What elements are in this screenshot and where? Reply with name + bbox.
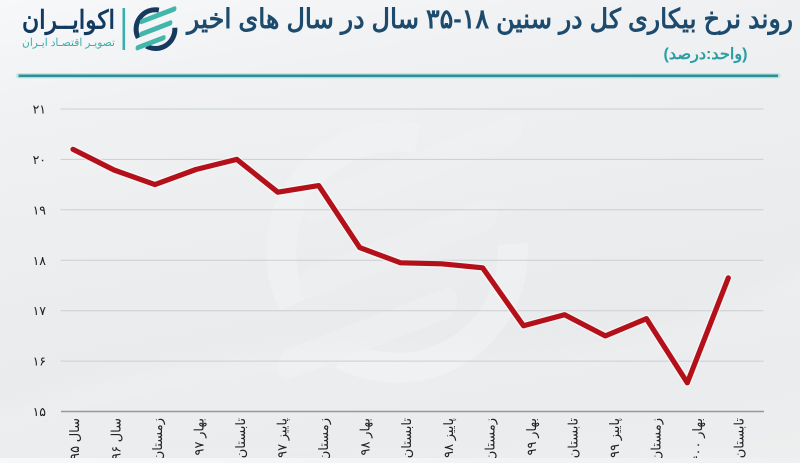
svg-text:روند نرخ بیکاری کل در سنین ۱۸-: روند نرخ بیکاری کل در سنین ۱۸-۳۵ سال در … bbox=[185, 4, 793, 36]
svg-text:پاییز ۹۷: پاییز ۹۷ bbox=[275, 418, 291, 458]
svg-text:سال ۹۶: سال ۹۶ bbox=[109, 418, 124, 458]
svg-text:بهار ۹۹: بهار ۹۹ bbox=[524, 418, 540, 455]
svg-text:بهار ۹۸: بهار ۹۸ bbox=[358, 418, 374, 455]
svg-text:سال ۹۵: سال ۹۵ bbox=[67, 418, 82, 458]
svg-text:۱۸: ۱۸ bbox=[33, 254, 47, 268]
svg-text:تابستان: تابستان bbox=[233, 418, 248, 458]
svg-text:۱۷: ۱۷ bbox=[33, 304, 47, 318]
svg-text:۲۱: ۲۱ bbox=[33, 103, 46, 117]
svg-text:زمستان: زمستان bbox=[648, 418, 664, 458]
svg-text:اکوایــران: اکوایــران bbox=[22, 7, 115, 36]
svg-text:زمستان: زمستان bbox=[482, 418, 498, 458]
svg-text:زمستان: زمستان bbox=[150, 418, 166, 458]
svg-text:(واحد:درصد): (واحد:درصد) bbox=[664, 46, 748, 64]
svg-text:تصویـر اقتصـاد ایـران: تصویـر اقتصـاد ایـران bbox=[22, 37, 115, 49]
svg-text:۲۰: ۲۰ bbox=[33, 153, 46, 167]
svg-text:تابستان: تابستان bbox=[565, 418, 580, 458]
svg-text:تابستان: تابستان bbox=[399, 418, 414, 458]
svg-text:۱۵: ۱۵ bbox=[33, 405, 47, 419]
svg-text:۱۹: ۱۹ bbox=[33, 203, 47, 217]
svg-text:بهار ۹۷: بهار ۹۷ bbox=[192, 418, 208, 455]
svg-text:تابستان: تابستان bbox=[732, 418, 747, 458]
svg-text:زمستان: زمستان bbox=[316, 418, 332, 458]
svg-text:پاییز ۹۸: پاییز ۹۸ bbox=[441, 418, 457, 458]
svg-text:پاییز ۹۹: پاییز ۹۹ bbox=[607, 418, 623, 458]
svg-text:بهار ۱۴۰۰: بهار ۱۴۰۰ bbox=[690, 418, 706, 458]
svg-text:۱۶: ۱۶ bbox=[33, 355, 46, 369]
